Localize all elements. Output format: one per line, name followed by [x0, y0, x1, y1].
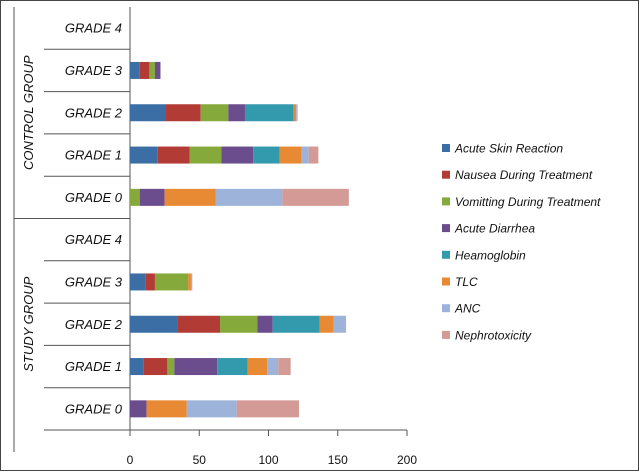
- bar-tlc: [146, 400, 187, 418]
- bar-nephrotoxicity: [236, 400, 299, 418]
- legend-label: Heamoglobin: [455, 248, 526, 262]
- bar-vomitting-during-treatment: [149, 61, 155, 79]
- bar-nephrotoxicity: [278, 358, 291, 376]
- legend-swatch-nausea-during-treatment: [442, 170, 450, 179]
- bar-anc: [301, 146, 309, 164]
- bar-anc: [186, 400, 237, 418]
- bar-nephrotoxicity: [282, 188, 349, 206]
- legend-swatch-nephrotoxicity: [442, 330, 450, 339]
- bar-acute-diarrhea: [130, 400, 147, 418]
- bar-anc: [333, 315, 347, 333]
- x-tick-label: 0: [127, 453, 134, 467]
- category-label: GRADE 4: [65, 21, 122, 36]
- x-tick-label: 50: [193, 453, 207, 467]
- bar-acute-skin-reaction: [130, 61, 140, 79]
- legend: Acute Skin Reaction Nausea During Treatme…: [442, 142, 601, 342]
- bar-acute-skin-reaction: [130, 104, 167, 122]
- bar-heamoglobin: [253, 146, 280, 164]
- bar-anc: [215, 188, 283, 206]
- bar-vomitting-during-treatment: [130, 188, 140, 206]
- category-label: GRADE 0: [65, 401, 123, 416]
- category-label: GRADE 3: [65, 63, 123, 78]
- bar-tlc: [279, 146, 302, 164]
- bar-tlc: [293, 104, 297, 122]
- legend-label: Acute Diarrhea: [454, 222, 535, 236]
- legend-label: Vomitting During Treatment: [455, 195, 601, 209]
- bar-nausea-during-treatment: [166, 104, 201, 122]
- category-label: GRADE 1: [65, 359, 122, 374]
- bar-anc: [267, 358, 279, 376]
- category-labels: GRADE 4 GRADE 3 GRADE 2 GRADE 1 GRADE 0 GRADE…: [65, 21, 123, 417]
- bar-nausea-during-treatment: [143, 358, 168, 376]
- legend-label: TLC: [455, 275, 478, 289]
- x-axis: 0 50 100 150 200: [127, 429, 417, 467]
- x-tick-label: 200: [397, 453, 417, 467]
- bar-acute-diarrhea: [139, 188, 165, 206]
- bar-acute-skin-reaction: [130, 358, 144, 376]
- bar-anc: [296, 104, 298, 122]
- bar-vomitting-during-treatment: [189, 146, 222, 164]
- category-label: GRADE 0: [65, 190, 123, 205]
- bar-heamoglobin: [244, 104, 294, 122]
- x-tick-label: 150: [328, 453, 348, 467]
- category-label: GRADE 3: [65, 274, 123, 289]
- bar-acute-diarrhea: [174, 358, 218, 376]
- bar-vomitting-during-treatment: [167, 358, 175, 376]
- bar-tlc: [319, 315, 334, 333]
- bar-tlc: [247, 358, 268, 376]
- legend-label: Acute Skin Reaction: [454, 142, 563, 156]
- bar-acute-diarrhea: [228, 104, 245, 122]
- category-label: GRADE 1: [65, 148, 122, 163]
- legend-swatch-acute-skin-reaction: [442, 144, 450, 152]
- group-label: STUDY GROUP: [21, 276, 36, 371]
- bar-tlc: [188, 273, 191, 291]
- legend-label: Nausea During Treatment: [455, 168, 593, 182]
- category-label: GRADE 2: [65, 317, 123, 332]
- bar-nephrotoxicity: [308, 146, 319, 164]
- bar-anc: [190, 273, 193, 291]
- category-label: GRADE 4: [65, 232, 122, 247]
- bar-acute-skin-reaction: [130, 146, 158, 164]
- legend-swatch-tlc: [442, 277, 450, 286]
- bar-tlc: [164, 188, 216, 206]
- bar-acute-diarrhea: [257, 315, 273, 333]
- bar-acute-diarrhea: [221, 146, 254, 164]
- legend-swatch-vomitting-during-treatment: [442, 197, 450, 206]
- legend-swatch-acute-diarrhea: [442, 224, 450, 233]
- bar-vomitting-during-treatment: [154, 273, 189, 291]
- bar-vomitting-during-treatment: [200, 104, 229, 122]
- bar-nausea-during-treatment: [177, 315, 221, 333]
- legend-label: ANC: [454, 302, 481, 316]
- bar-heamoglobin: [217, 358, 248, 376]
- bar-heamoglobin: [272, 315, 320, 333]
- group-labels: CONTROL GROUP STUDY GROUP: [21, 55, 36, 372]
- bar-acute-skin-reaction: [130, 273, 146, 291]
- bar-acute-skin-reaction: [130, 315, 178, 333]
- bars: [130, 61, 349, 418]
- legend-swatch-heamoglobin: [442, 250, 450, 259]
- category-label: GRADE 2: [65, 105, 123, 120]
- bar-nausea-during-treatment: [157, 146, 190, 164]
- group-label: CONTROL GROUP: [21, 55, 36, 170]
- bar-nausea-during-treatment: [145, 273, 155, 291]
- legend-label: Nephrotoxicity: [455, 328, 532, 342]
- bar-nausea-during-treatment: [139, 61, 150, 79]
- x-tick-label: 100: [258, 453, 278, 467]
- bar-acute-diarrhea: [154, 61, 161, 79]
- bar-vomitting-during-treatment: [220, 315, 258, 333]
- legend-swatch-anc: [442, 304, 450, 313]
